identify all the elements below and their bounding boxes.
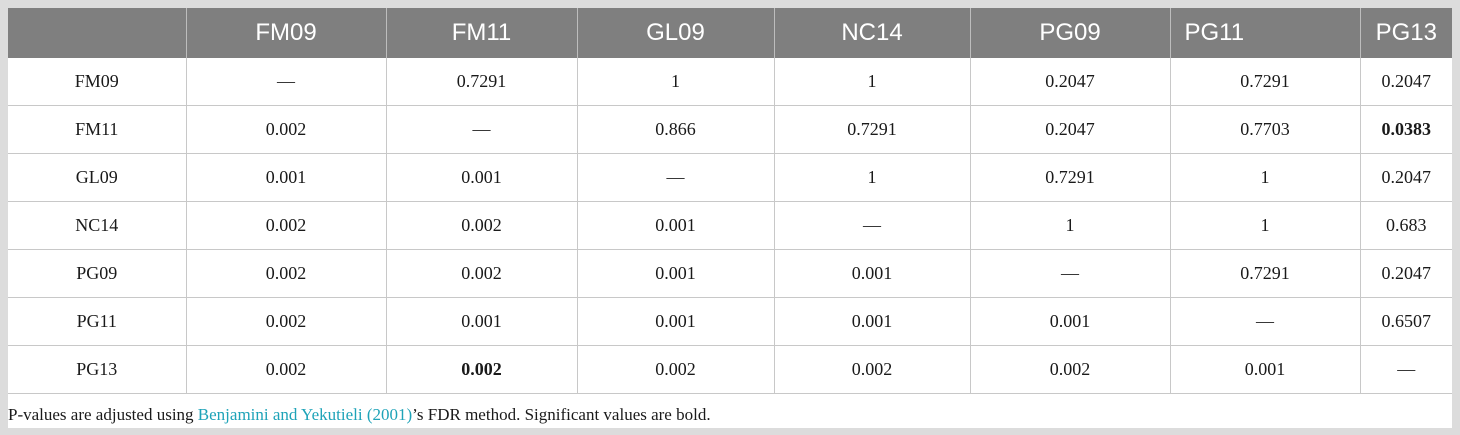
table-cell: 0.001	[577, 297, 775, 346]
table-cell: 1	[774, 153, 971, 202]
table-cell: 0.7291	[1170, 249, 1361, 298]
header-pg09: PG09	[970, 8, 1171, 58]
table-cell: 0.002	[186, 297, 387, 346]
table-cell: 0.683	[1360, 201, 1452, 250]
table-cell: 1	[577, 58, 775, 106]
table-row: PG11 0.002 0.001 0.001 0.001 0.001—0.6507	[8, 297, 1452, 346]
table-row: FM09—0.7291 1 1 0.2047 0.7291 0.2047	[8, 58, 1452, 106]
header-pg13: PG13	[1360, 8, 1452, 58]
row-label: PG11	[8, 297, 187, 346]
header-row: FM09 FM11 GL09 NC14 PG09 PG11 PG13	[8, 8, 1452, 58]
table-cell: 0.001	[386, 153, 578, 202]
table-cell: 0.002	[386, 249, 578, 298]
table-cell: 1	[970, 201, 1171, 250]
table-cell: 0.001	[774, 297, 971, 346]
table-container: FM09 FM11 GL09 NC14 PG09 PG11 PG13 FM09—…	[8, 8, 1452, 428]
row-label: GL09	[8, 153, 187, 202]
table-cell: 0.002	[386, 201, 578, 250]
table-cell: 0.2047	[970, 58, 1171, 106]
table-cell: 0.002	[186, 345, 387, 394]
table-cell: 0.002	[774, 345, 971, 394]
table-cell: 0.002	[970, 345, 1171, 394]
table-cell: 0.001	[577, 249, 775, 298]
header-fm11: FM11	[386, 8, 578, 58]
table-cell: 0.002	[186, 249, 387, 298]
table-row: NC14 0.002 0.002 0.001—1 1 0.683	[8, 201, 1452, 250]
table-cell: 0.001	[1170, 345, 1361, 394]
table-cell: 0.866	[577, 105, 775, 154]
table-cell: 0.7291	[1170, 58, 1361, 106]
p-value-table: FM09 FM11 GL09 NC14 PG09 PG11 PG13 FM09—…	[8, 8, 1452, 394]
table-cell: 0.6507	[1360, 297, 1452, 346]
table-cell: —	[1170, 297, 1361, 346]
table-footnote: P-values are adjusted using Benjamini an…	[8, 405, 711, 425]
row-label: PG09	[8, 249, 187, 298]
table-cell: 0.7291	[386, 58, 578, 106]
table-cell: —	[970, 249, 1171, 298]
header-nc14: NC14	[774, 8, 971, 58]
table-cell: —	[774, 201, 971, 250]
table-cell: 0.002	[186, 105, 387, 154]
table-cell: 0.002	[186, 201, 387, 250]
table-cell: 0.7291	[774, 105, 971, 154]
header-corner	[8, 8, 187, 58]
table-cell: 0.001	[186, 153, 387, 202]
row-label: NC14	[8, 201, 187, 250]
table-row: PG13 0.002 0.002 0.002 0.002 0.002 0.001—	[8, 345, 1452, 394]
table-cell: 0.001	[577, 201, 775, 250]
table-cell: —	[186, 58, 387, 106]
table-cell: 1	[1170, 201, 1361, 250]
table-cell: 1	[774, 58, 971, 106]
row-label: PG13	[8, 345, 187, 394]
table-row: GL09 0.001 0.001—1 0.7291 1 0.2047	[8, 153, 1452, 202]
table-row: PG09 0.002 0.002 0.001 0.001—0.7291 0.2047	[8, 249, 1452, 298]
table-cell: —	[386, 105, 578, 154]
table-cell: 0.001	[970, 297, 1171, 346]
row-label: FM11	[8, 105, 187, 154]
row-label: FM09	[8, 58, 187, 106]
footnote-prefix: P-values are adjusted using	[8, 405, 198, 424]
table-cell: 1	[1170, 153, 1361, 202]
footnote-suffix: ’s FDR method. Significant values are bo…	[412, 405, 711, 424]
table-cell: 0.002	[577, 345, 775, 394]
citation-link[interactable]: Benjamini and Yekutieli (2001)	[197, 405, 413, 424]
table-cell: 0.2047	[1360, 58, 1452, 106]
table-cell: 0.001	[774, 249, 971, 298]
table-cell: —	[577, 153, 775, 202]
table-cell: —	[1360, 345, 1452, 394]
table-cell: 0.2047	[1360, 249, 1452, 298]
table-row: FM11 0.002—0.866 0.7291 0.2047 0.7703 0.0383	[8, 105, 1452, 154]
table-body: FM09—0.7291 1 1 0.2047 0.7291 0.2047 FM11 0.002…	[8, 58, 1452, 394]
table-cell: 0.002	[386, 345, 578, 394]
header-fm09: FM09	[186, 8, 387, 58]
table-cell: 0.001	[386, 297, 578, 346]
table-cell: 0.2047	[1360, 153, 1452, 202]
header-gl09: GL09	[577, 8, 775, 58]
table-cell: 0.0383	[1360, 105, 1452, 154]
table-cell: 0.2047	[970, 105, 1171, 154]
table-cell: 0.7291	[970, 153, 1171, 202]
header-pg11: PG11	[1170, 8, 1361, 58]
table-cell: 0.7703	[1170, 105, 1361, 154]
